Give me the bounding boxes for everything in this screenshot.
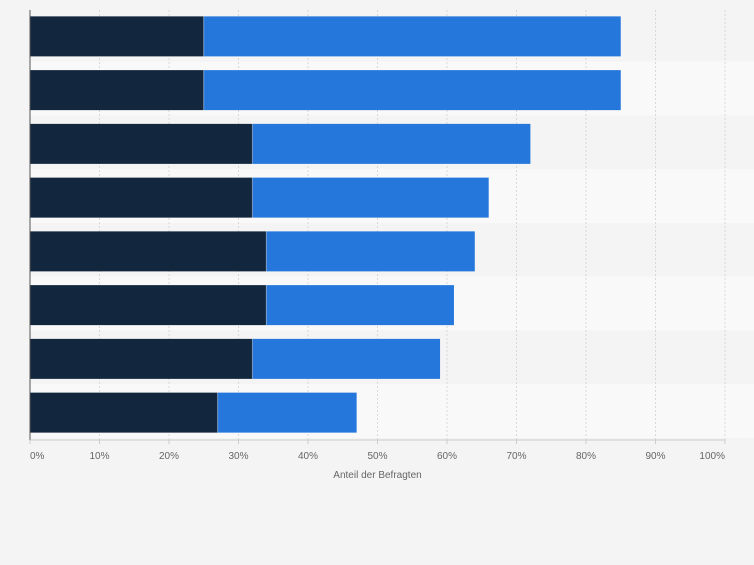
x-tick-label: 70%: [506, 451, 526, 462]
bar-segment-series-2: [252, 123, 531, 164]
x-tick-labels: 0% 10% 20% 30% 40% 50% 60% 70% 80% 90% 100%: [29, 440, 726, 462]
bar-segment-series-1: [30, 231, 267, 272]
bar-segment-series-1: [30, 70, 204, 111]
x-axis-title: Anteil der Befragten: [333, 470, 421, 481]
x-tick-label: 40%: [298, 451, 318, 462]
x-tick-label: 50%: [367, 451, 387, 462]
bar-segment-series-2: [252, 177, 489, 218]
bar-segment-series-1: [30, 123, 253, 164]
bar-segment-series-2: [217, 392, 357, 433]
bars: [30, 16, 621, 433]
x-tick-label: 20%: [159, 451, 179, 462]
x-tick-label: 0%: [30, 451, 45, 462]
x-tick-label: 80%: [576, 451, 596, 462]
bar-segment-series-2: [252, 338, 441, 379]
x-tick-label: 30%: [228, 451, 248, 462]
bar-segment-series-2: [266, 231, 475, 272]
x-tick-label: 10%: [89, 451, 109, 462]
x-tick-label: 60%: [437, 451, 457, 462]
bar-segment-series-1: [30, 16, 204, 57]
bar-segment-series-2: [266, 285, 454, 326]
bar-segment-series-1: [30, 392, 218, 433]
x-tick-label: 100%: [699, 451, 725, 462]
x-tick-label: 90%: [645, 451, 665, 462]
bar-segment-series-2: [203, 16, 621, 57]
bar-segment-series-1: [30, 177, 253, 218]
bar-segment-series-1: [30, 285, 267, 326]
bar-segment-series-2: [203, 70, 621, 111]
bar-segment-series-1: [30, 338, 253, 379]
